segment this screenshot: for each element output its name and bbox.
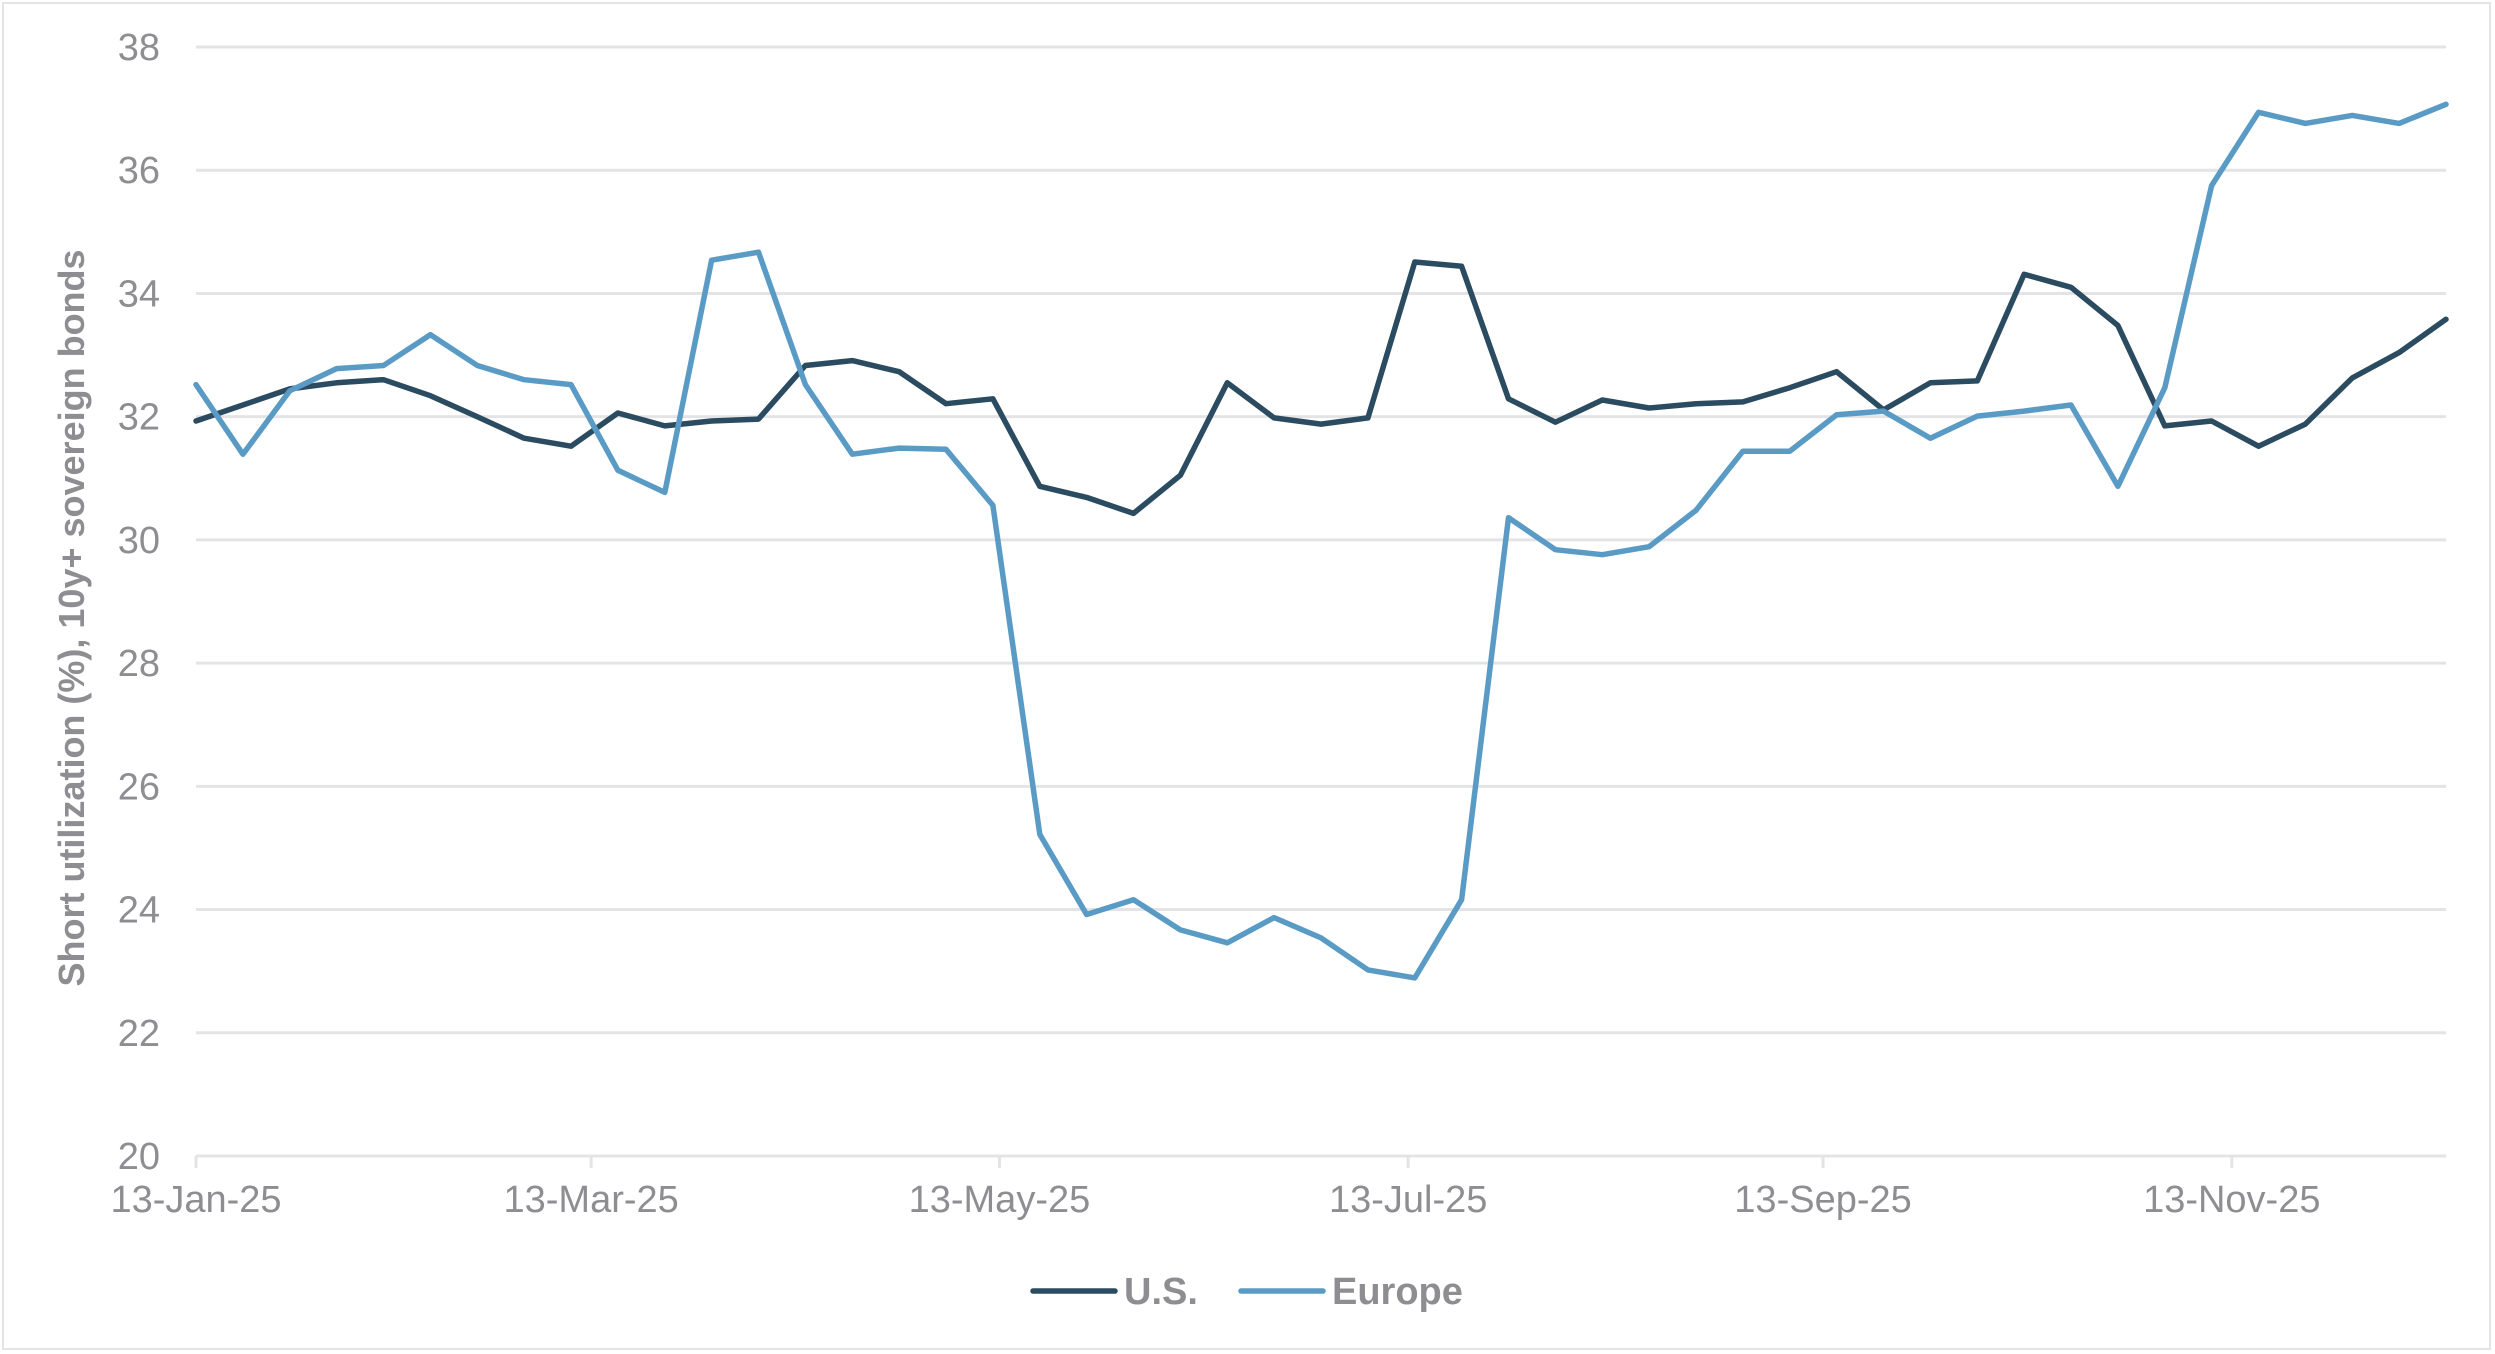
y-tick-label: 38 — [118, 27, 160, 69]
gridlines — [196, 45, 2446, 1158]
x-tick-label: 13-May-25 — [909, 1179, 1091, 1221]
series-line-europe — [193, 101, 2449, 981]
y-axis-title: Short utilization (%), 10y+ sovereign bo… — [51, 249, 92, 986]
series-line-us — [193, 259, 2449, 517]
legend-item-us: U.S. — [1030, 1271, 1198, 1313]
y-tick-label: 24 — [118, 890, 160, 932]
x-tick-label: 13-Jan-25 — [110, 1179, 281, 1221]
x-tick-label: 13-Sep-25 — [1734, 1179, 1911, 1221]
y-tick-label: 22 — [118, 1013, 160, 1055]
series-lines — [193, 101, 2449, 981]
x-axis: 13-Jan-25 13-Mar-25 13-May-25 13-Jul-25 13-S… — [110, 1156, 2320, 1221]
y-tick-label: 32 — [118, 397, 160, 439]
legend-label: Europe — [1332, 1271, 1463, 1313]
x-tick-label: 13-Mar-25 — [504, 1179, 679, 1221]
y-tick-label: 34 — [118, 273, 160, 315]
y-axis-tick-labels: 20 22 24 26 28 30 32 34 36 38 — [118, 27, 160, 1178]
y-tick-label: 36 — [118, 150, 160, 192]
x-tick-label: 13-Nov-25 — [2143, 1179, 2320, 1221]
legend-item-europe: Europe — [1238, 1271, 1463, 1313]
legend-label: U.S. — [1124, 1271, 1198, 1313]
legend: U.S. Europe — [1030, 1271, 1463, 1313]
y-tick-label: 20 — [118, 1136, 160, 1178]
y-tick-label: 30 — [118, 520, 160, 562]
x-tick-label: 13-Jul-25 — [1329, 1179, 1487, 1221]
y-tick-label: 28 — [118, 643, 160, 685]
y-tick-label: 26 — [118, 766, 160, 808]
